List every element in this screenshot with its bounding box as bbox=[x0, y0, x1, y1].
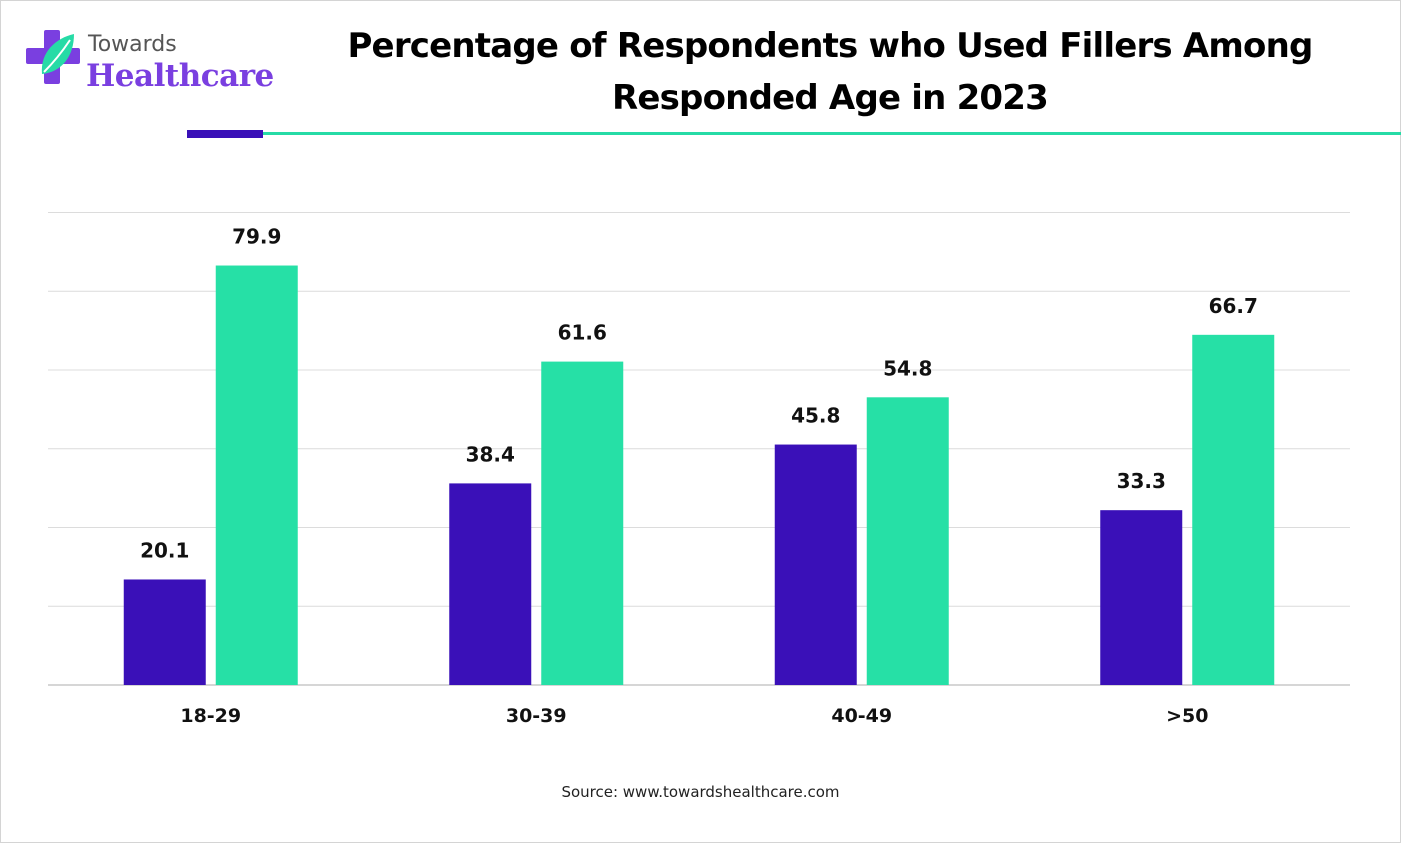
medical-cross-leaf-icon bbox=[26, 30, 80, 84]
data-label-18-29-series-2: 79.9 bbox=[232, 225, 281, 249]
bar-30-39-series-2 bbox=[541, 361, 624, 685]
bar-18-29-series-2 bbox=[215, 265, 298, 685]
logo-word-towards: Towards bbox=[88, 32, 177, 57]
x-tick-label-30-39: 30-39 bbox=[506, 705, 567, 727]
source-note: Source: www.towardshealthcare.com bbox=[561, 783, 840, 801]
title-underline-dark bbox=[187, 130, 263, 138]
x-tick-label-18-29: 18-29 bbox=[180, 705, 241, 727]
bar->50-series-2 bbox=[1192, 334, 1275, 685]
data-labels: 20.1 79.9 38.4 61.6 45.8 54.8 33.3 66.7 bbox=[140, 225, 1258, 563]
data-label-18-29-series-1: 20.1 bbox=[140, 538, 189, 562]
data-label->50-series-2: 66.7 bbox=[1209, 294, 1258, 318]
bar-30-39-series-1 bbox=[449, 483, 532, 685]
bar-40-49-series-2 bbox=[866, 397, 949, 685]
bars bbox=[123, 265, 1275, 685]
chart-title: Percentage of Respondents who Used Fille… bbox=[347, 26, 1313, 118]
bar-18-29-series-1 bbox=[123, 579, 206, 685]
logo-word-healthcare: Healthcare bbox=[86, 58, 274, 94]
data-label-30-39-series-1: 38.4 bbox=[466, 442, 515, 466]
title-underline-light bbox=[263, 132, 1401, 135]
data-label-30-39-series-2: 61.6 bbox=[558, 321, 607, 345]
towards-healthcare-logo bbox=[22, 26, 272, 106]
data-label-40-49-series-2: 54.8 bbox=[883, 356, 932, 380]
bar-40-49-series-1 bbox=[774, 444, 857, 685]
data-label-40-49-series-1: 45.8 bbox=[791, 404, 840, 428]
bar->50-series-1 bbox=[1100, 510, 1183, 685]
x-tick-label->50: >50 bbox=[1166, 705, 1208, 727]
data-label->50-series-1: 33.3 bbox=[1117, 469, 1166, 493]
x-tick-label-40-49: 40-49 bbox=[831, 705, 892, 727]
x-tick-labels: 18-29 30-39 40-49 >50 bbox=[180, 705, 1208, 727]
